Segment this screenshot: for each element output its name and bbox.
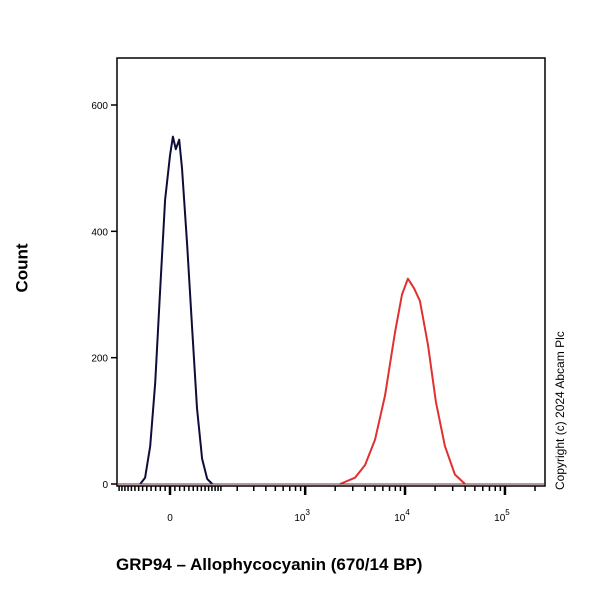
histogram-series-2: [339, 277, 466, 485]
x-tick-label: 105: [494, 508, 510, 524]
x-tick-label: 0: [167, 513, 173, 524]
y-tick-label: 600: [91, 101, 108, 112]
y-tick-label: 400: [91, 227, 108, 238]
x-tick-label: 104: [394, 508, 410, 524]
histogram-series-1: [139, 135, 214, 485]
y-axis-label: Count: [12, 243, 32, 293]
x-axis-label: GRP94 – Allophycocyanin (670/14 BP): [116, 555, 423, 574]
y-tick-label: 200: [91, 354, 108, 365]
x-tick-label: 103: [294, 508, 310, 524]
plot-frame: [116, 57, 546, 487]
y-tick-label: 0: [102, 480, 108, 491]
copyright-text: Copyright (c) 2024 Abcam Plc: [553, 331, 567, 490]
